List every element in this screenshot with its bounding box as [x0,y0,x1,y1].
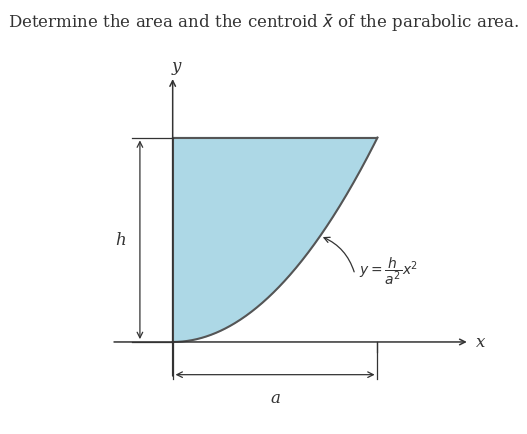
Text: y: y [172,58,181,75]
Text: h: h [115,232,125,249]
Text: x: x [476,334,485,351]
Text: a: a [270,389,280,406]
Text: Determine the area and the centroid $\bar{x}$ of the parabolic area.: Determine the area and the centroid $\ba… [8,13,519,34]
Text: $y = \dfrac{h}{a^2}x^2$: $y = \dfrac{h}{a^2}x^2$ [359,255,418,287]
Polygon shape [173,138,377,342]
